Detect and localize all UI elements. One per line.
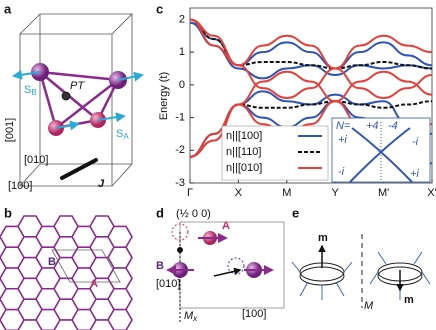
x-tick-label: M' [378,187,389,199]
panel-d [166,221,285,322]
current-rod [60,158,98,180]
panel-e [291,234,431,308]
lattice [0,215,133,330]
label: x [192,314,198,323]
honeycomb [0,215,133,330]
label: (½ 0 0) [176,208,211,220]
x-tick-label: Γ [187,187,193,199]
x-tick-label: X [235,187,243,199]
label: m [318,232,328,244]
label: A [222,220,230,232]
inset-label: -4 [388,120,398,132]
x-tick-label: M [282,187,291,199]
legend-label: n||[100] [226,130,262,142]
panel-letter: b [4,205,12,220]
label: M [364,300,374,312]
unit-cell [19,13,133,187]
label: M [184,310,194,322]
y-tick-label: 2 [179,13,185,25]
y-tick-label: -3 [175,177,185,189]
label: A [90,278,98,290]
panel-letter: d [156,205,164,220]
inversion-center [177,247,183,253]
band-line [189,18,433,99]
y-tick-label: 1 [179,46,185,58]
inset-label: +4 [366,120,379,132]
translation [213,267,242,277]
x-tick-label: X' [427,187,436,199]
inset-label: -i [338,166,345,178]
panel-letter: c [156,1,163,16]
axis-label: [100] [242,308,266,320]
legend-label: n||[110] [226,146,261,158]
chart: -3 -2 -1 0 1 2 Γ X M Y M' X' n||[100] n||[110] n||[010… [175,7,436,199]
inset-band [349,127,411,183]
label: B [156,260,164,272]
legend: n||[100] n||[110] n||[010] [221,125,329,181]
band-line [189,100,433,158]
band-line [189,18,433,70]
label: A [123,132,129,141]
field-lines [291,251,431,300]
y-tick-label: -2 [175,144,185,156]
label: Mx [184,310,198,323]
inset-label: N= [336,120,351,132]
label: S [24,84,31,96]
axis-label: [100] [8,180,32,192]
inset-label: +i [410,168,419,180]
disc [299,266,345,286]
axis-label: [010] [156,278,180,290]
unit-cell [51,249,121,283]
inset-label: -i [412,136,419,148]
label: B [31,88,36,97]
axis-label: [001] [4,118,16,142]
cell [179,221,285,309]
label: J [98,178,105,190]
label: B [48,256,56,268]
band-line [189,21,433,80]
inset: N= +4 -4 +i -i -i +i [331,117,431,183]
label: S [116,128,123,140]
y-tick-label: 0 [179,79,185,91]
axis-label: [010] [24,154,48,166]
y-axis-label: Energy (t) [158,72,170,120]
band-line [189,18,433,70]
label: SB [24,84,37,97]
panel-letter: e [292,205,299,220]
spin-arrows [12,69,144,131]
y-tick-label: -1 [175,111,185,123]
label: SA [116,128,129,141]
inset-label: +i [338,134,347,146]
label: PT [70,80,85,92]
panel-letter: a [4,1,12,16]
ghost-site [171,223,189,241]
x-tick-label: Y [332,187,340,199]
label: m [404,294,414,306]
panel-a [12,13,144,187]
legend-label: n||[010] [226,162,262,174]
inversion-center [61,91,71,101]
